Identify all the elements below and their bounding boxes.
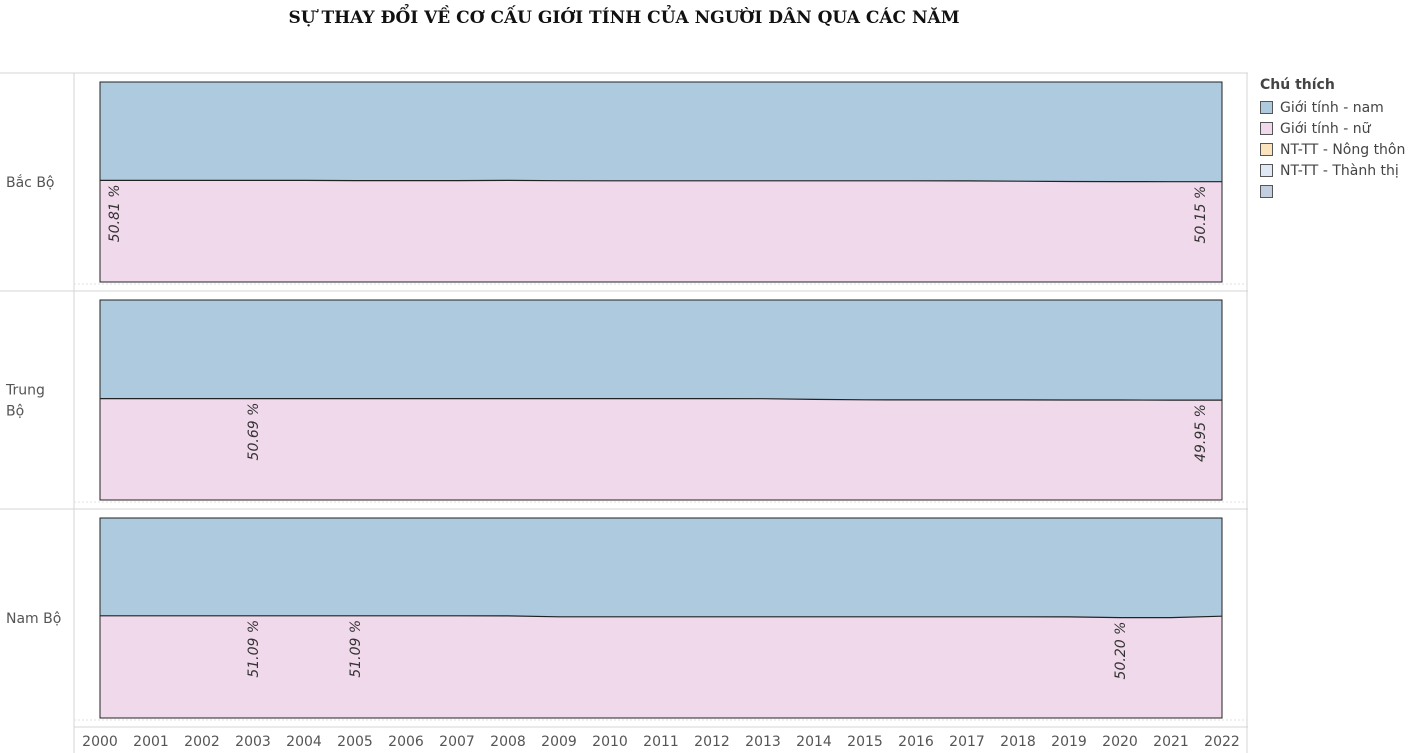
x-tick-label: 2020 bbox=[1102, 734, 1138, 750]
x-tick-label: 2008 bbox=[490, 734, 526, 750]
legend-label-thanh-thi: NT-TT - Thành thị bbox=[1280, 162, 1399, 179]
series-boundary-line bbox=[100, 398, 1222, 401]
x-tick-label: 2019 bbox=[1051, 734, 1087, 750]
x-tick-label: 2017 bbox=[949, 734, 985, 750]
x-tick-label: 2007 bbox=[439, 734, 475, 750]
x-tick-label: 2015 bbox=[847, 734, 883, 750]
x-tick-label: 2014 bbox=[796, 734, 832, 750]
legend-swatch-nam bbox=[1260, 101, 1273, 114]
legend-swatch-nu bbox=[1260, 122, 1273, 135]
x-tick-label: 2021 bbox=[1153, 734, 1189, 750]
x-tick-label: 2018 bbox=[1000, 734, 1036, 750]
legend-item-nam[interactable]: Giới tính - nam bbox=[1260, 97, 1405, 118]
legend-item-nu[interactable]: Giới tính - nữ bbox=[1260, 118, 1405, 139]
area-female-1 bbox=[100, 180, 1222, 282]
legend-item-nong-thon[interactable]: NT-TT - Nông thôn bbox=[1260, 139, 1405, 160]
data-label: 50.15 % bbox=[1193, 186, 1209, 244]
area-chart: Bắc Bộ 50.81 % 50.15 % Trung Bộ 50.69 % 49.95 … bbox=[0, 72, 1248, 753]
data-label: 49.95 % bbox=[1193, 404, 1209, 462]
row-label: Trung bbox=[5, 383, 45, 399]
series-boundary-line bbox=[100, 615, 1223, 619]
data-label: 51.09 % bbox=[246, 620, 262, 678]
x-tick-label: 2002 bbox=[184, 734, 220, 750]
x-tick-label: 2013 bbox=[745, 734, 781, 750]
legend-swatch-null bbox=[1260, 185, 1273, 198]
data-label: 50.81 % bbox=[107, 184, 123, 242]
x-tick-label: 2011 bbox=[643, 734, 679, 750]
area-female-3 bbox=[100, 615, 1222, 718]
area-outline bbox=[99, 517, 1223, 719]
legend-swatch-thanh-thi bbox=[1260, 164, 1273, 177]
data-label: 50.69 % bbox=[246, 403, 262, 461]
legend-label-nam: Giới tính - nam bbox=[1280, 99, 1384, 116]
series-boundary-line bbox=[100, 179, 1222, 183]
legend-title: Chú thích bbox=[1260, 77, 1335, 93]
x-tick-label: 2004 bbox=[286, 734, 322, 750]
data-label: 51.09 % bbox=[348, 620, 364, 678]
x-tick-label: 2012 bbox=[694, 734, 730, 750]
x-tick-label: 2003 bbox=[235, 734, 271, 750]
legend: Chú thích Giới tính - nam Giới tính - nữ… bbox=[1260, 77, 1405, 202]
x-tick-label: 2000 bbox=[82, 734, 118, 750]
legend-item-thanh-thi[interactable]: NT-TT - Thành thị bbox=[1260, 160, 1405, 181]
row-label: Nam Bộ bbox=[6, 611, 61, 627]
x-tick-label: 2009 bbox=[541, 734, 577, 750]
legend-swatch-nong-thon bbox=[1260, 143, 1273, 156]
x-tick-label: 2010 bbox=[592, 734, 628, 750]
x-tick-label: 2006 bbox=[388, 734, 424, 750]
legend-label-nong-thon: NT-TT - Nông thôn bbox=[1280, 141, 1406, 158]
area-female-2 bbox=[100, 398, 1222, 500]
x-tick-label: 2022 bbox=[1204, 734, 1240, 750]
legend-label-nu: Giới tính - nữ bbox=[1280, 120, 1371, 137]
x-tick-label: 2016 bbox=[898, 734, 934, 750]
area-outline bbox=[99, 81, 1223, 283]
chart-title: SỰ THAY ĐỔI VỀ CƠ CẤU GIỚI TÍNH CỦA NGƯỜ… bbox=[288, 8, 960, 28]
x-tick-label: 2001 bbox=[133, 734, 169, 750]
row-label: Bắc Bộ bbox=[6, 174, 55, 191]
legend-item-null[interactable] bbox=[1260, 181, 1405, 202]
row-label: Bộ bbox=[6, 404, 24, 420]
data-label: 50.20 % bbox=[1113, 622, 1129, 680]
area-outline bbox=[99, 299, 1223, 501]
x-tick-label: 2005 bbox=[337, 734, 373, 750]
